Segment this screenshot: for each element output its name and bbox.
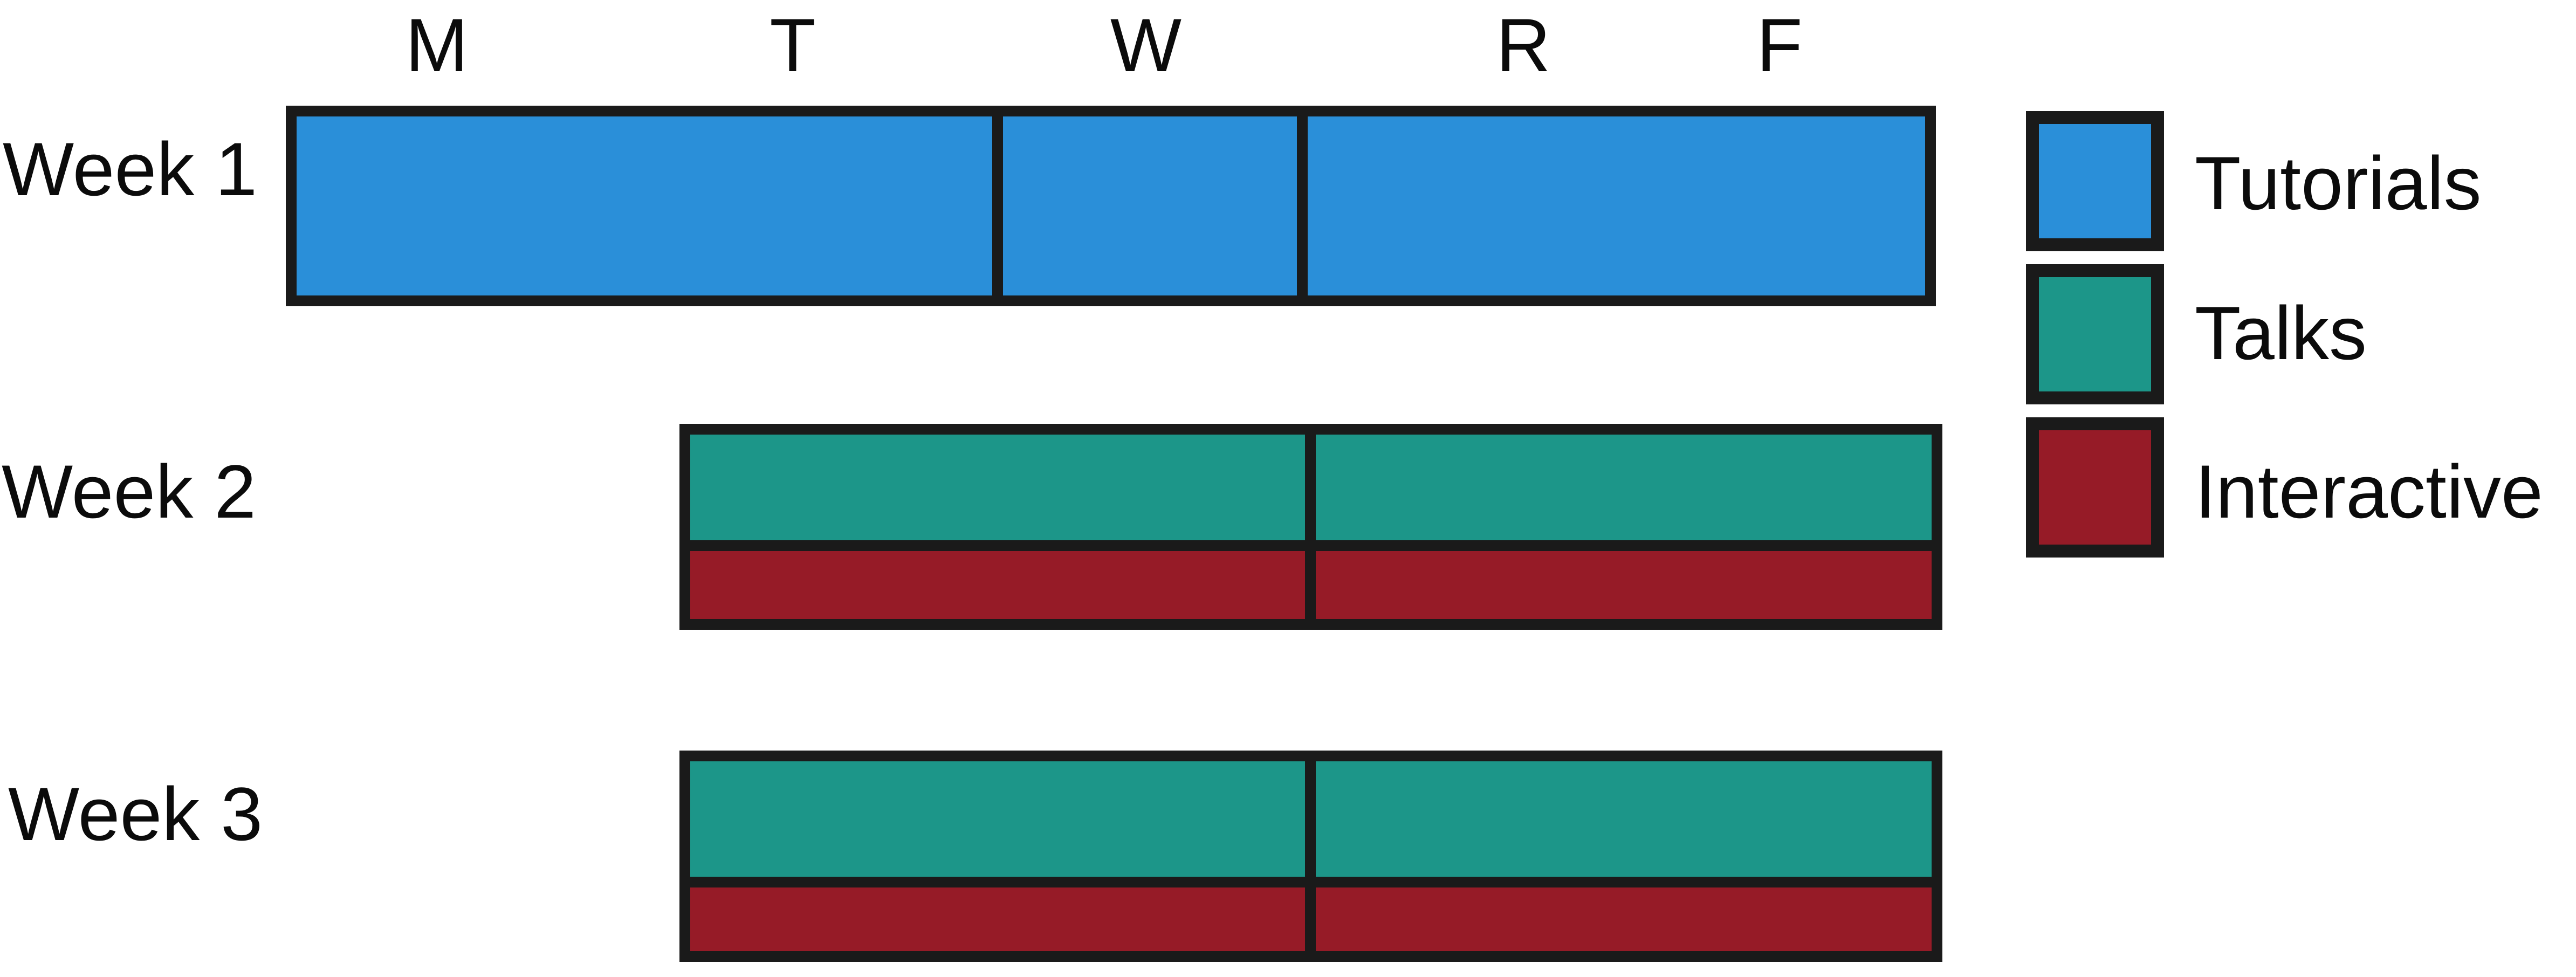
week-1-tutorials-block-rf	[1297, 106, 1936, 306]
day-label-t: T	[770, 3, 816, 87]
week-3-interactive-block-rf	[1305, 877, 1942, 962]
week-2-row	[679, 424, 1942, 630]
week-2-talks-block-rf	[1305, 424, 1942, 551]
week-1-tutorials-block-mt	[286, 106, 1003, 306]
week-labels: Week 1 Week 2 Week 3	[2, 127, 263, 856]
legend-swatch-talks	[2026, 264, 2164, 404]
week-3-row	[679, 751, 1942, 962]
week-1-tutorials-block-w	[992, 106, 1308, 306]
day-label-f: F	[1756, 3, 1803, 87]
week-2-interactive-block-tw	[679, 540, 1316, 630]
week-1-row	[286, 106, 1936, 306]
week-3-talks-block-tw	[679, 751, 1316, 887]
legend-swatch-interactive	[2026, 417, 2164, 558]
week-2-interactive-block-rf	[1305, 540, 1942, 630]
week-label-1: Week 1	[3, 127, 257, 211]
day-label-m: M	[406, 3, 469, 87]
legend-swatch-tutorials	[2026, 111, 2164, 251]
day-headers: M T W R F	[406, 3, 1803, 87]
week-label-3: Week 3	[8, 772, 263, 856]
legend-label-talks: Talks	[2195, 291, 2367, 375]
week-label-2: Week 2	[2, 449, 256, 534]
legend: Tutorials Talks Interactive	[2026, 111, 2543, 558]
day-label-w: W	[1110, 3, 1181, 87]
legend-label-interactive: Interactive	[2195, 449, 2543, 534]
week-2-talks-block-tw	[679, 424, 1316, 551]
day-label-r: R	[1496, 3, 1550, 87]
week-3-talks-block-rf	[1305, 751, 1942, 887]
legend-label-tutorials: Tutorials	[2195, 141, 2482, 225]
week-3-interactive-block-tw	[679, 877, 1316, 962]
